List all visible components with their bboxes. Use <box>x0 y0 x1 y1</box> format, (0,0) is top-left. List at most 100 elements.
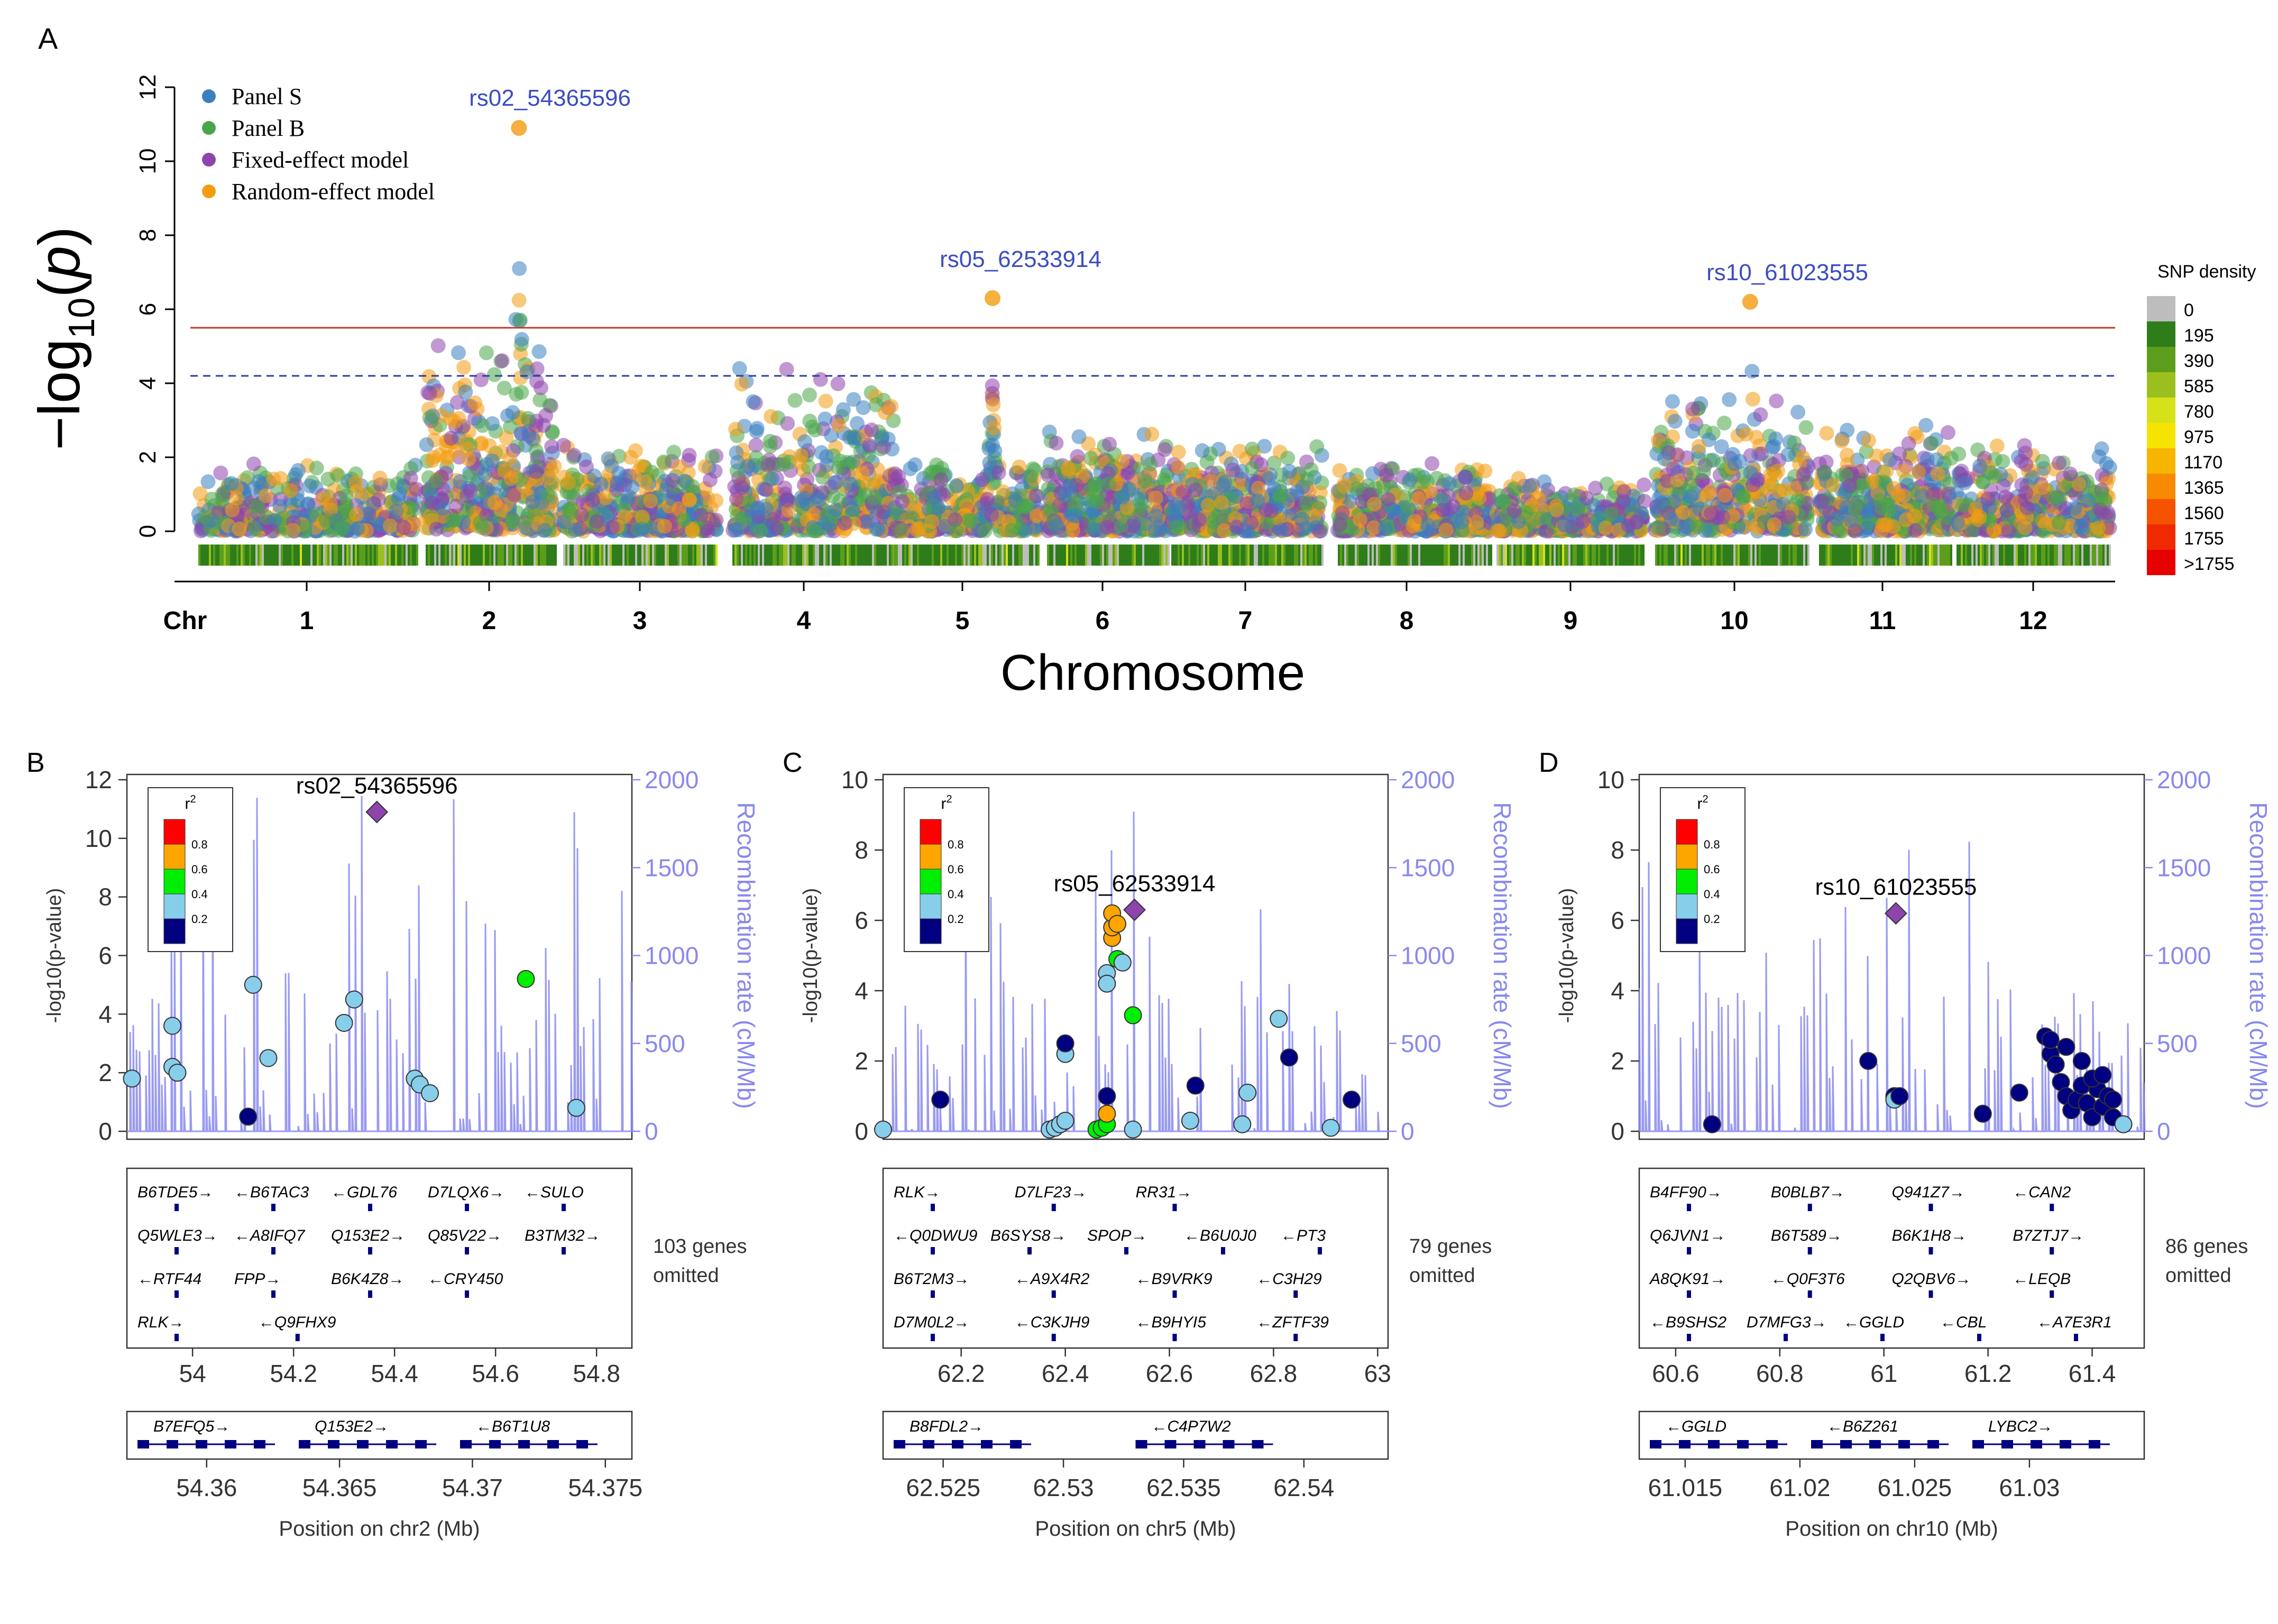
data-point <box>797 434 813 449</box>
data-point <box>746 394 761 409</box>
data-point <box>1195 443 1210 458</box>
data-point <box>533 380 548 395</box>
data-point <box>283 483 298 499</box>
data-point <box>802 387 817 403</box>
data-point <box>286 523 301 538</box>
data-point <box>463 468 478 484</box>
data-point <box>339 499 354 514</box>
data-point <box>1050 519 1065 533</box>
data-point <box>473 372 489 387</box>
data-point <box>586 468 602 484</box>
data-point <box>520 411 536 426</box>
data-point <box>856 400 871 416</box>
data-point <box>538 408 554 423</box>
data-point <box>685 523 700 539</box>
data-point <box>753 523 768 539</box>
y-tick-label: 2 <box>135 451 161 464</box>
data-point <box>637 474 653 489</box>
data-point <box>1753 407 1768 422</box>
data-point <box>1312 495 1328 510</box>
data-point <box>2094 441 2109 456</box>
data-point <box>1911 464 1926 479</box>
data-point <box>1312 524 1327 539</box>
data-point <box>907 457 923 473</box>
data-point <box>830 376 846 391</box>
data-point <box>817 411 833 427</box>
data-point <box>567 522 583 538</box>
data-point <box>537 523 552 538</box>
data-point <box>1407 514 1422 529</box>
data-point <box>272 499 288 514</box>
data-point <box>1746 392 1760 407</box>
data-point <box>396 520 411 535</box>
data-point <box>419 437 434 453</box>
data-point <box>1229 520 1244 534</box>
data-point <box>372 470 388 486</box>
data-point <box>547 458 562 474</box>
data-point <box>445 513 461 528</box>
data-point <box>302 478 317 494</box>
data-point <box>429 521 444 537</box>
y-tick-label: 6 <box>135 303 161 316</box>
data-point <box>763 439 778 454</box>
manhattan-points <box>191 120 2117 539</box>
data-point <box>1245 460 1260 476</box>
data-point <box>224 476 239 491</box>
data-point <box>540 487 556 503</box>
data-point <box>318 513 334 528</box>
data-point <box>1099 520 1115 535</box>
data-point <box>1898 512 1914 528</box>
data-point <box>1989 438 2005 454</box>
data-point <box>813 372 828 387</box>
data-point <box>519 364 535 380</box>
data-point <box>449 395 465 410</box>
data-point <box>563 505 578 521</box>
data-point <box>1951 446 1967 462</box>
data-point <box>924 514 940 529</box>
data-point <box>422 386 437 401</box>
data-point <box>1615 493 1631 509</box>
data-point <box>1472 491 1487 505</box>
data-point <box>1115 490 1130 504</box>
data-point <box>473 436 489 451</box>
data-point <box>264 523 279 539</box>
data-point <box>779 492 795 508</box>
data-point <box>525 431 540 447</box>
data-point <box>610 476 625 492</box>
data-point <box>1637 477 1651 493</box>
data-point <box>1057 487 1072 503</box>
data-point <box>769 521 784 536</box>
data-point <box>862 438 877 453</box>
data-point <box>792 455 807 470</box>
data-point <box>525 494 540 510</box>
data-point <box>728 522 743 538</box>
data-point <box>1829 511 1844 527</box>
data-point <box>458 384 473 400</box>
data-point <box>1171 460 1186 475</box>
panel-a: A024681012−log10(p)rs02_54365596rs05_625… <box>27 22 2256 701</box>
data-point <box>494 353 510 368</box>
data-point <box>1495 493 1511 509</box>
data-point <box>1924 436 1939 451</box>
data-point <box>1148 509 1163 524</box>
data-point <box>1703 484 1718 500</box>
data-point <box>422 410 437 426</box>
data-point <box>1299 495 1314 510</box>
data-point <box>1192 512 1207 528</box>
data-point <box>709 512 724 528</box>
data-point <box>456 359 472 375</box>
data-point <box>430 338 446 353</box>
data-point <box>1004 523 1019 538</box>
data-point <box>815 470 830 485</box>
data-point <box>682 492 697 508</box>
data-point <box>1060 462 1076 477</box>
data-point <box>598 490 613 505</box>
data-point <box>1834 433 1849 449</box>
data-point <box>1739 427 1754 442</box>
data-point <box>1071 429 1087 445</box>
data-point <box>1511 470 1526 486</box>
data-point <box>1798 522 1813 537</box>
data-point <box>700 491 715 506</box>
data-point <box>225 502 240 518</box>
